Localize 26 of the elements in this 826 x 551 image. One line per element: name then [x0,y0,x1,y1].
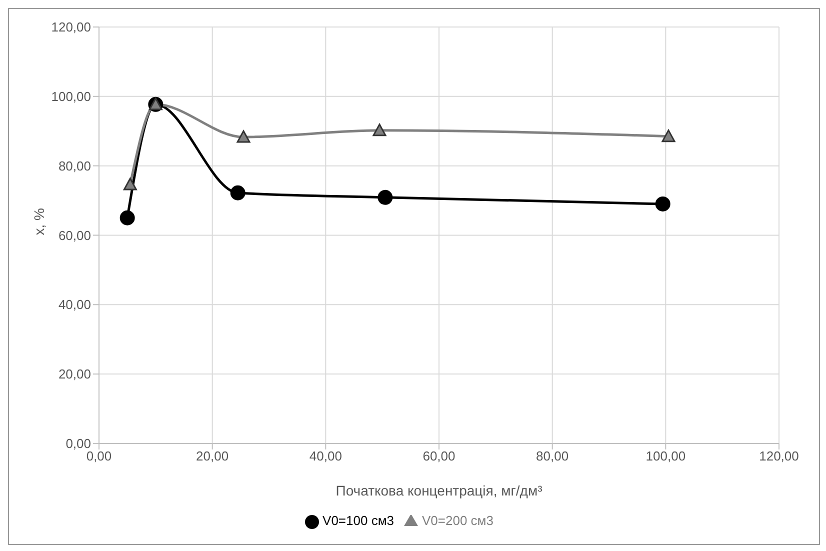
point [120,210,135,226]
legend-label: V0=100 см3 [322,513,394,528]
y-tick-label: 0,00 [66,436,91,452]
x-tick-label: 0,00 [86,448,112,464]
x-tick-label: 80,00 [536,448,569,464]
legend-label: V0=200 см3 [422,513,494,528]
point [372,124,386,136]
y-tick-label: 120,00 [51,20,91,35]
x-tick-label: 120,00 [759,448,799,464]
y-tick-label: 80,00 [58,158,91,174]
y-axis-title: x, % [30,208,47,236]
x-axis-title: Початкова концентрація, мг/дм³ [336,482,543,498]
point [662,130,676,142]
y-tick-label: 40,00 [58,297,91,312]
point [236,130,250,143]
point [378,190,393,205]
x-tick-label: 60,00 [422,448,456,464]
y-tick-label: 20,00 [58,366,91,382]
y-tick-label: 60,00 [58,228,91,243]
x-tick-label: 40,00 [309,448,342,464]
point [655,196,670,212]
x-tick-label: 100,00 [646,448,686,464]
point [230,185,246,200]
x-tick-label: 20,00 [196,448,229,464]
y-tick-label: 100,00 [51,89,91,104]
point [123,178,137,190]
